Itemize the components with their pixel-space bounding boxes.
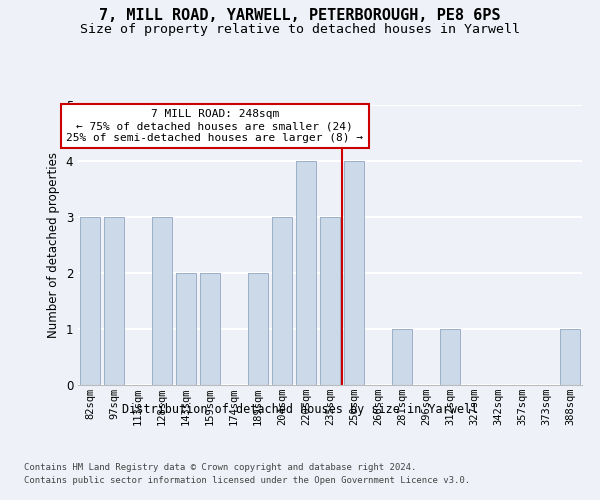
Text: Distribution of detached houses by size in Yarwell: Distribution of detached houses by size …: [122, 402, 478, 415]
Bar: [152, 217, 172, 385]
Bar: [80, 217, 100, 385]
Bar: [176, 273, 196, 385]
Text: 7, MILL ROAD, YARWELL, PETERBOROUGH, PE8 6PS: 7, MILL ROAD, YARWELL, PETERBOROUGH, PE8…: [99, 8, 501, 22]
Bar: [104, 217, 124, 385]
Bar: [320, 217, 340, 385]
Text: 7 MILL ROAD: 248sqm
← 75% of detached houses are smaller (24)
25% of semi-detach: 7 MILL ROAD: 248sqm ← 75% of detached ho…: [67, 110, 364, 142]
Bar: [248, 273, 268, 385]
Bar: [344, 161, 364, 385]
Bar: [272, 217, 292, 385]
Text: Size of property relative to detached houses in Yarwell: Size of property relative to detached ho…: [80, 22, 520, 36]
Bar: [200, 273, 220, 385]
Bar: [296, 161, 316, 385]
Bar: [392, 329, 412, 385]
Bar: [440, 329, 460, 385]
Text: Contains public sector information licensed under the Open Government Licence v3: Contains public sector information licen…: [24, 476, 470, 485]
Text: Contains HM Land Registry data © Crown copyright and database right 2024.: Contains HM Land Registry data © Crown c…: [24, 462, 416, 471]
Y-axis label: Number of detached properties: Number of detached properties: [47, 152, 60, 338]
Bar: [560, 329, 580, 385]
